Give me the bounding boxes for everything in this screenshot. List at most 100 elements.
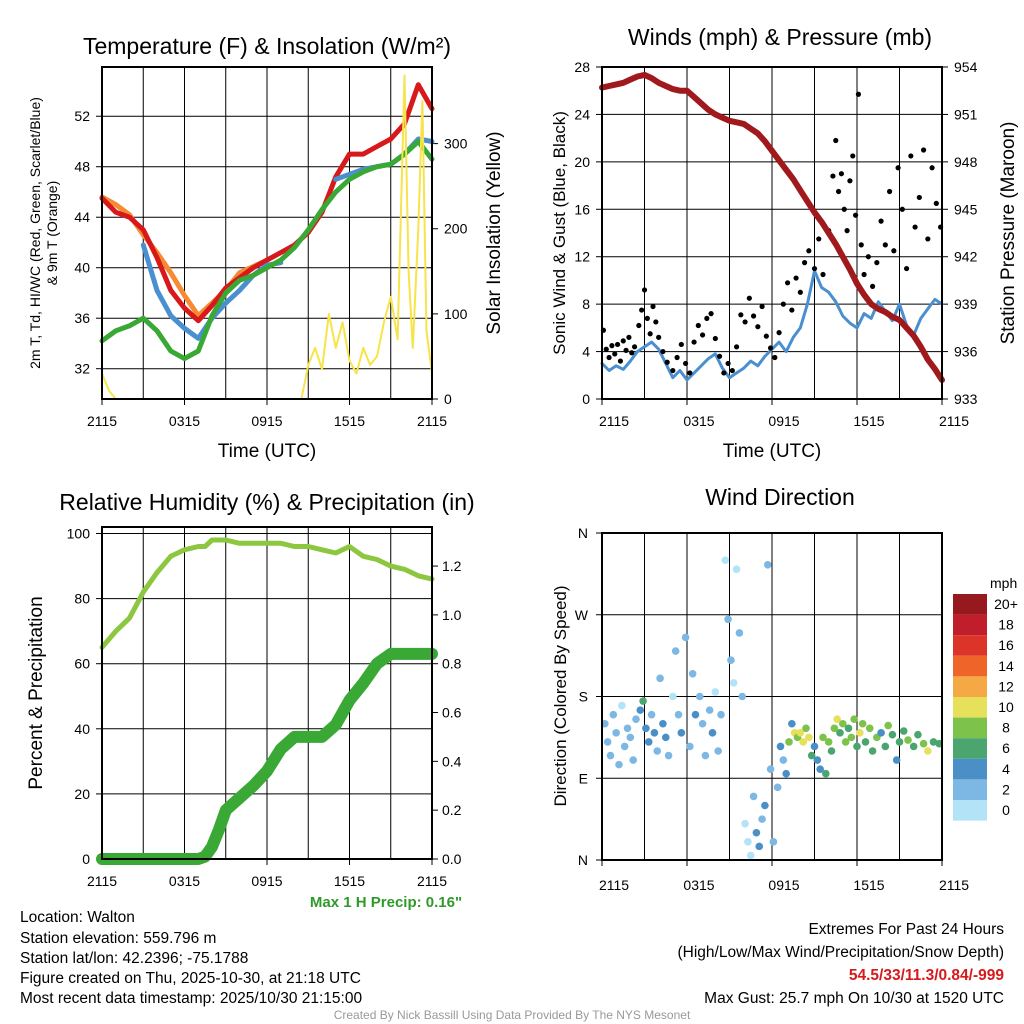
legend-swatch (953, 800, 987, 821)
wind-direction-point (877, 729, 885, 737)
gust-point (612, 351, 618, 357)
x-tick-label: 1515 (853, 877, 884, 893)
wind-direction-point (746, 851, 755, 860)
gust-point (687, 370, 693, 376)
gust-point (620, 338, 626, 344)
wind-direction-point (688, 669, 697, 678)
gust-point (759, 303, 765, 310)
right-y-tick-label: 300 (444, 136, 468, 152)
gust-point (861, 271, 867, 278)
wind-direction-point (773, 783, 782, 792)
wind-direction-point (615, 760, 623, 769)
wind-direction-point (711, 688, 720, 696)
wind-direction-point (836, 729, 844, 737)
x-tick-label: 0315 (683, 413, 714, 429)
wind-direction-point (892, 756, 901, 764)
elevation-text: Station elevation: 559.796 m (20, 930, 216, 947)
wind-direction-point (881, 742, 890, 751)
direction-tick-label: E (579, 770, 588, 786)
gust-point (838, 171, 845, 177)
wind-direction-point (824, 738, 833, 746)
2m-t-line (99, 82, 435, 324)
credit-text: Created By Nick Bassill Using Data Provi… (334, 1008, 691, 1022)
wind-direction-point (899, 727, 908, 735)
temperature-plot-area: 2115 0315 0915 1515 2115 32 36 40 44 48 52 0 100 200 3… (74, 67, 468, 429)
right-y-tick-label: 933 (954, 391, 978, 407)
wind-direction-point (844, 724, 853, 733)
wind-direction-point (888, 730, 897, 739)
gust-point (664, 359, 670, 365)
wind-direction-point (732, 565, 741, 574)
legend-label: 4 (1002, 761, 1010, 777)
wind-direction-point (858, 719, 867, 728)
gust-point (801, 260, 808, 266)
wind-direction-point (776, 742, 785, 751)
y-tick-label: 20 (574, 154, 590, 170)
y-tick-label: 20 (74, 786, 90, 802)
wind-direction-point (705, 706, 714, 714)
y-tick-label: 60 (74, 656, 90, 672)
wind-direction-point (796, 729, 805, 737)
legend-label: 14 (998, 658, 1014, 674)
gust-point (733, 344, 740, 350)
gust-point (617, 358, 624, 364)
wind-direction-point (695, 692, 704, 701)
right-y-tick-label: 1.0 (442, 607, 462, 623)
wind-direction-point (827, 747, 836, 755)
wind-direction-point (749, 792, 758, 801)
gust-point (653, 319, 659, 325)
wind-direction-point (677, 729, 686, 737)
y-tick-label: 100 (67, 526, 91, 542)
gust-point (847, 178, 853, 184)
gust-point (639, 307, 645, 313)
x-tick-label: 0315 (683, 877, 714, 893)
right-y-tick-label: 0 (444, 391, 452, 407)
humidity-y-axis-label: Percent & Precipitation (26, 596, 47, 789)
gust-point (712, 335, 718, 342)
gust-point (674, 354, 680, 361)
y-tick-label: 0 (582, 391, 590, 407)
gust-point (852, 212, 859, 218)
wind-direction-point (755, 842, 764, 851)
wind-direction-point (612, 729, 620, 737)
wind-direction-point (904, 736, 912, 744)
wind-direction-point (626, 733, 635, 742)
x-tick-label: 1515 (334, 873, 365, 889)
gust-point (699, 332, 706, 338)
wind-direction-point (807, 751, 816, 760)
gust-point (729, 367, 735, 374)
wind-direction-point (603, 738, 612, 746)
winds-x-axis-label: Time (UTC) (723, 441, 822, 462)
wind-direction-point (884, 721, 892, 730)
solar-y-axis-label: Solar Insolation (Yellow) (484, 131, 505, 334)
gust-point (886, 188, 893, 195)
data-timestamp-text: Most recent data timestamp: 2025/10/30 2… (20, 990, 362, 1007)
x-tick-label: 1515 (853, 413, 884, 429)
right-y-tick-label: 948 (954, 154, 978, 170)
max-hourly-precip-annotation: Max 1 H Precip: 0.16" (310, 894, 462, 911)
wind-direction-point (782, 769, 790, 778)
wind-direction-point (661, 733, 670, 742)
x-tick-label: 2115 (417, 873, 447, 889)
winds-plot-area: 2115 0315 0915 1515 2115 0 4 8 12 16 20 24 28 933 936 9… (574, 59, 977, 429)
wind-direction-point (914, 730, 922, 739)
right-y-tick-label: 0.6 (442, 705, 462, 721)
gust-point (704, 315, 710, 321)
wind-direction-point (839, 719, 847, 728)
wind-direction-point (766, 765, 775, 773)
legend-title: mph (990, 575, 1017, 591)
gust-point (789, 307, 795, 313)
gust-point (695, 322, 701, 329)
wind-direction-point (802, 724, 810, 733)
gust-point (850, 153, 856, 159)
gust-point (746, 295, 752, 301)
x-tick-label: 2115 (939, 413, 969, 429)
legend-label: 20+ (994, 596, 1018, 612)
gust-point (763, 333, 769, 339)
y-tick-label: 40 (74, 260, 90, 276)
wind-direction-point (847, 733, 856, 742)
location-text: Location: Walton (20, 909, 135, 926)
wind-direction-point (830, 724, 839, 733)
gust-point (636, 322, 642, 329)
